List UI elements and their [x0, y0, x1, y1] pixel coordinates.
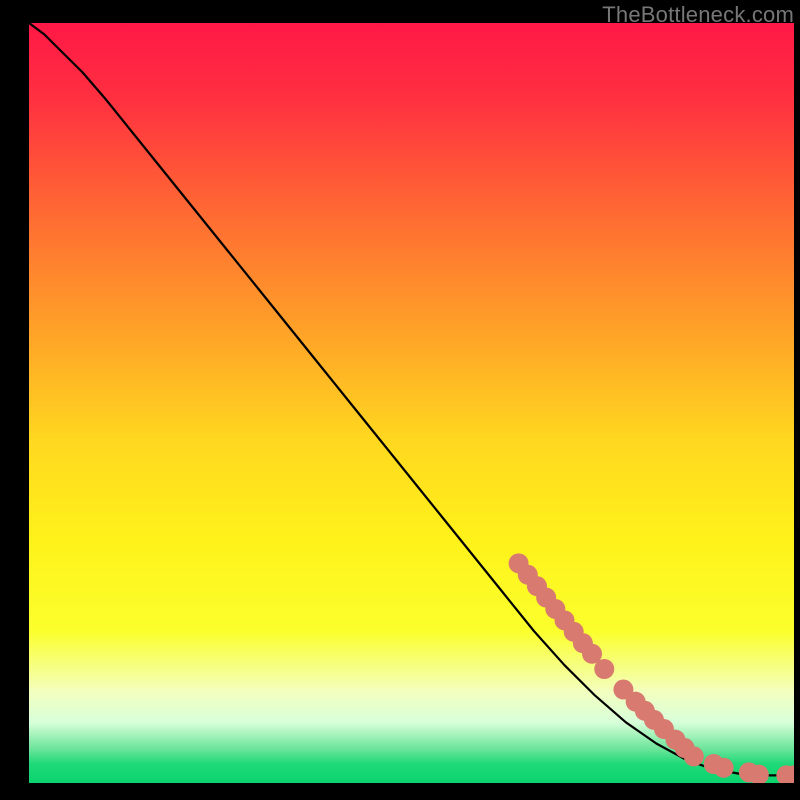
marker-dot: [594, 659, 614, 679]
figure: TheBottleneck.com: [0, 0, 800, 800]
marker-dot: [714, 758, 734, 778]
watermark-text: TheBottleneck.com: [602, 2, 794, 28]
plot-area: [29, 23, 794, 783]
marker-dot: [684, 746, 704, 766]
chart-svg: [29, 23, 794, 783]
gradient-rect: [29, 23, 794, 783]
